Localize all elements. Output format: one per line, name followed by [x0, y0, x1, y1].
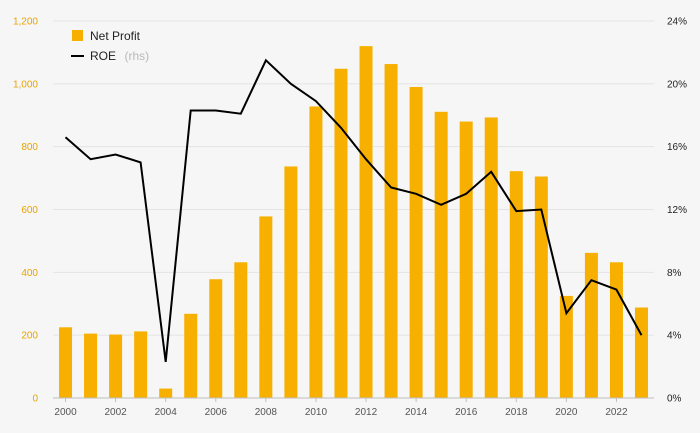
- bar-2012: [359, 46, 373, 399]
- bar-2000: [59, 327, 73, 398]
- bar-2023: [634, 307, 648, 398]
- right-tick-label: 0%: [667, 394, 682, 405]
- x-tick-label: 2000: [54, 407, 77, 418]
- bar-2022: [609, 262, 623, 398]
- left-tick-label: 0: [32, 394, 38, 405]
- right-tick-label: 4%: [667, 331, 682, 342]
- bar-2015: [434, 111, 448, 399]
- bar-2020: [559, 295, 573, 398]
- bar-2016: [459, 121, 473, 399]
- bar-2007: [234, 262, 248, 398]
- x-tick-label: 2010: [305, 407, 328, 418]
- bar-2005: [184, 313, 198, 398]
- legend-swatch-net-profit: [72, 30, 83, 41]
- net-profit-bars: [59, 46, 648, 399]
- legend: Net Profit ROE (rhs): [71, 29, 149, 64]
- x-tick-label: 2006: [205, 407, 228, 418]
- roe-line-group: [64, 58, 643, 363]
- bar-2017: [484, 117, 498, 399]
- x-tick-label: 2018: [505, 407, 528, 418]
- right-tick-label: 16%: [667, 142, 687, 153]
- left-tick-label: 1,000: [13, 79, 38, 90]
- x-tick-label: 2004: [155, 407, 178, 418]
- x-tick-label: 2012: [355, 407, 378, 418]
- bar-2001: [84, 333, 98, 398]
- x-axis-ticks: 2000 2002 2004 2006 2008 2010 2012 2014 2016 2018…: [54, 398, 628, 418]
- left-tick-label: 600: [21, 205, 38, 216]
- x-tick-label: 2014: [405, 407, 428, 418]
- x-tick-label: 2022: [605, 407, 628, 418]
- right-tick-label: 12%: [667, 205, 687, 216]
- x-tick-label: 2020: [555, 407, 578, 418]
- roe-line: [64, 58, 643, 363]
- x-tick-label: 2016: [455, 407, 478, 418]
- bar-2010: [309, 106, 323, 398]
- right-tick-label: 8%: [667, 268, 682, 279]
- left-axis-ticks: 0 200 400 600 800 1,000 1,200: [13, 17, 38, 405]
- bar-2004: [159, 388, 173, 398]
- bar-2009: [284, 166, 298, 398]
- legend-label-net-profit: Net Profit: [90, 29, 141, 43]
- bar-2013: [384, 64, 398, 398]
- legend-label-roe: ROE: [90, 49, 116, 63]
- bar-2018: [509, 171, 523, 398]
- x-tick-label: 2002: [104, 407, 127, 418]
- x-tick-label: 2008: [255, 407, 278, 418]
- right-tick-label: 24%: [667, 17, 687, 28]
- left-tick-label: 200: [21, 331, 38, 342]
- bar-2014: [409, 86, 423, 398]
- bar-2006: [209, 279, 223, 398]
- bar-2011: [334, 68, 348, 399]
- legend-label-roe-note: (rhs): [124, 49, 149, 63]
- bar-2019: [534, 176, 548, 398]
- right-axis-ticks: 0% 4% 8% 12% 16% 20% 24%: [667, 17, 687, 405]
- bar-2021: [584, 252, 598, 398]
- left-tick-label: 400: [21, 268, 38, 279]
- right-tick-label: 20%: [667, 79, 687, 90]
- left-tick-label: 800: [21, 142, 38, 153]
- bar-2002: [109, 334, 123, 398]
- bar-2008: [259, 216, 273, 398]
- gridlines: [53, 20, 654, 336]
- legend-label-roe-group: ROE (rhs): [90, 47, 149, 64]
- bar-2003: [134, 331, 148, 398]
- left-tick-label: 1,200: [13, 17, 38, 28]
